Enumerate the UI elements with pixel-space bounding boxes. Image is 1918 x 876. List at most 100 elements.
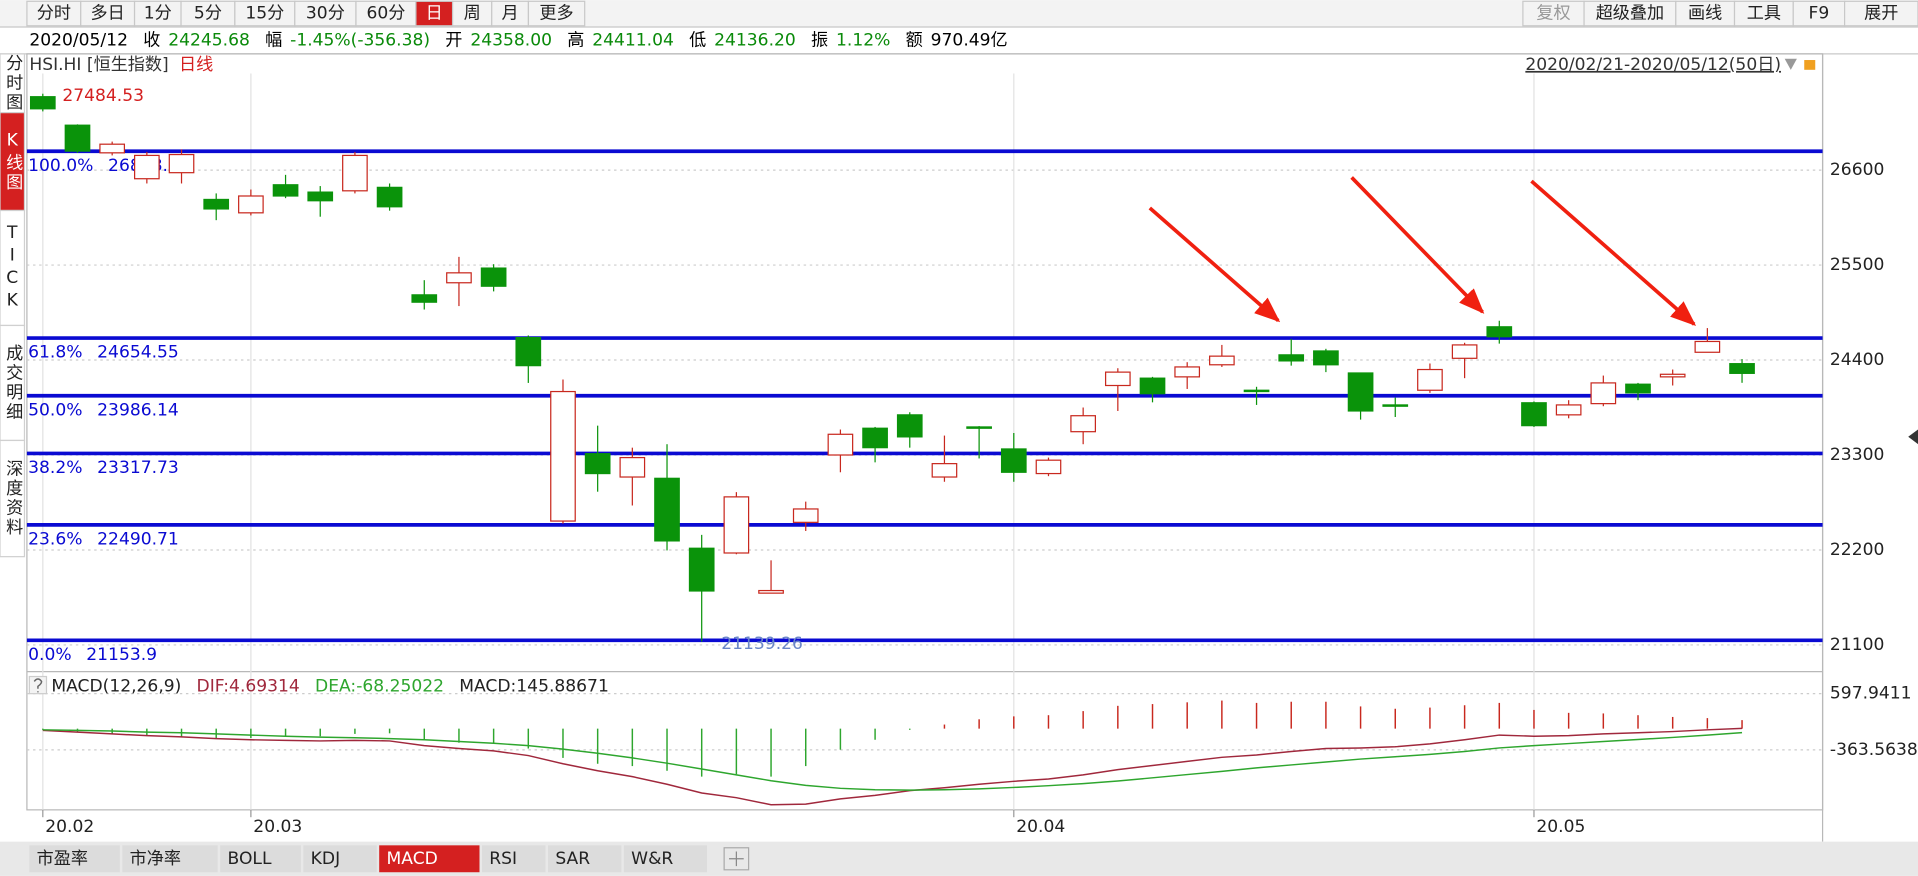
toolbar-tab[interactable]: 多日: [91, 4, 125, 24]
info-value: 970.49亿: [931, 30, 1008, 50]
tool-bg[interactable]: [1583, 0, 1677, 27]
fib-percent: 100.0%: [28, 156, 93, 176]
fib-value: 23317.73: [97, 458, 179, 478]
tool-bg[interactable]: [1843, 0, 1918, 27]
tab-bg[interactable]: [491, 0, 530, 27]
bottom-tab[interactable]: 市净率: [130, 849, 181, 869]
help-button[interactable]: [28, 675, 48, 695]
side-item[interactable]: 深度资料: [2, 459, 23, 537]
bottom-tab-bg[interactable]: [379, 845, 480, 873]
lock-icon[interactable]: [1804, 60, 1816, 70]
candle-body: [896, 414, 923, 438]
side-item[interactable]: TICK: [2, 223, 22, 313]
candle-body: [203, 198, 230, 210]
candle-body: [411, 294, 438, 303]
candle-body: [1590, 382, 1617, 405]
range-dropdown[interactable]: [1784, 58, 1797, 70]
info-key: 额: [906, 30, 923, 50]
toolbar-tab[interactable]: 15分: [245, 4, 284, 24]
range-label[interactable]: 2020/02/21-2020/05/12(50日): [1525, 55, 1781, 75]
bottom-tab-bg[interactable]: [548, 845, 622, 873]
fib-percent: 50.0%: [28, 400, 82, 420]
tab-bg[interactable]: [527, 0, 586, 27]
bottom-tab-bg[interactable]: [623, 845, 708, 873]
tab-bg[interactable]: [294, 0, 357, 27]
y-tick-label: 23300: [1830, 445, 1884, 465]
candle-body: [342, 154, 368, 192]
bottom-tab-bg[interactable]: [122, 845, 218, 873]
toolbar-tool[interactable]: 展开: [1864, 4, 1898, 24]
info-key: 高: [567, 30, 584, 50]
candle-body: [1174, 366, 1201, 378]
toolbar-tab[interactable]: 日: [426, 4, 443, 24]
legend-entry: DEA:-68.25022: [315, 676, 444, 696]
side-bg[interactable]: [0, 439, 26, 558]
y-tick-label: -363.5638: [1830, 740, 1918, 760]
toolbar-tool[interactable]: 画线: [1688, 4, 1722, 24]
candle-body: [1694, 340, 1721, 353]
tab-bg[interactable]: [234, 0, 296, 27]
help-icon: [33, 678, 43, 693]
tab-bg[interactable]: [451, 0, 493, 27]
tab-bg[interactable]: [26, 0, 82, 27]
bottom-tab-bg[interactable]: [29, 845, 120, 873]
fib-percent: 38.2%: [28, 458, 82, 478]
toolbar-tab[interactable]: 月: [502, 4, 519, 24]
tool-bg[interactable]: [1522, 0, 1585, 27]
tool-bg[interactable]: [1733, 0, 1794, 27]
info-key: 开: [445, 30, 462, 50]
side-bg[interactable]: [0, 53, 26, 114]
bottom-tab[interactable]: RSI: [489, 849, 517, 869]
bottom-tab[interactable]: 市盈率: [37, 849, 88, 869]
bottom-tab-bg[interactable]: [220, 845, 301, 873]
candle-body: [480, 267, 507, 287]
toolbar-tool[interactable]: F9: [1809, 4, 1830, 24]
candle-body: [792, 508, 819, 523]
toolbar-tab[interactable]: 分时: [37, 4, 71, 24]
fib-label: 0.0% 21153.9: [28, 645, 157, 665]
bottom-tab[interactable]: W&R: [631, 849, 673, 869]
arrow: [1350, 176, 1485, 314]
bottom-tab[interactable]: SAR: [555, 849, 590, 869]
x-tick-label: 20.03: [253, 817, 302, 837]
tab-bg[interactable]: [133, 0, 182, 27]
bottom-tab[interactable]: KDJ: [311, 849, 340, 869]
candle-body: [1000, 448, 1027, 473]
toolbar-tab[interactable]: 更多: [539, 4, 573, 24]
toolbar-tab[interactable]: 周: [464, 4, 481, 24]
arrow: [1148, 206, 1281, 323]
macd-line: [42, 729, 1743, 791]
candle-body: [238, 195, 264, 214]
candle-body: [1451, 344, 1478, 359]
toolbar-tab[interactable]: 30分: [306, 4, 345, 24]
toolbar-tool[interactable]: 复权: [1536, 4, 1570, 24]
tool-bg[interactable]: [1675, 0, 1736, 27]
toolbar-tab[interactable]: 5分: [194, 4, 222, 24]
fib-label: 61.8% 24654.55: [28, 343, 179, 363]
side-item[interactable]: K线图: [2, 131, 23, 193]
candle-body: [134, 154, 160, 180]
bottom-tab[interactable]: BOLL: [228, 849, 272, 869]
tab-bg[interactable]: [180, 0, 236, 27]
candle-body: [1486, 326, 1513, 338]
tab-bg[interactable]: [355, 0, 417, 27]
toolbar-tab[interactable]: 60分: [366, 4, 405, 24]
tool-bg[interactable]: [1792, 0, 1846, 27]
candle-body: [1070, 415, 1096, 433]
bottom-tab-bg[interactable]: [303, 845, 377, 873]
candle-body: [1243, 389, 1270, 393]
toolbar-tool[interactable]: 超级叠加: [1596, 4, 1664, 24]
toolbar-tab[interactable]: 1分: [144, 4, 172, 24]
toolbar-tool[interactable]: 工具: [1747, 4, 1781, 24]
candle-body: [1347, 372, 1374, 412]
side-item[interactable]: 成交明细: [2, 344, 23, 422]
info-value: 24245.68: [168, 30, 250, 50]
bottom-tab-bg[interactable]: [481, 845, 546, 873]
candle-body: [931, 463, 958, 478]
y-tick-label: 26600: [1830, 160, 1884, 180]
expand-handle[interactable]: [1908, 429, 1918, 445]
candle-body: [1625, 383, 1651, 394]
side-item[interactable]: 分时图: [2, 54, 23, 113]
bottom-tab[interactable]: MACD: [387, 849, 438, 869]
